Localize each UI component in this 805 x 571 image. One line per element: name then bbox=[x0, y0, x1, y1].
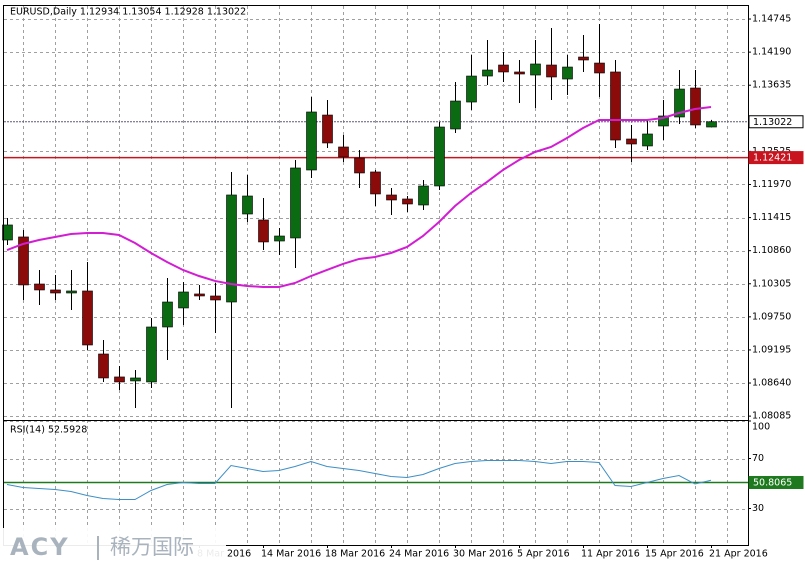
x-tick-label: 18 Mar 2016 bbox=[325, 549, 385, 560]
candle-body bbox=[2, 224, 13, 241]
candle-body bbox=[482, 69, 493, 77]
candle-body bbox=[594, 62, 605, 74]
moving-average bbox=[6, 105, 712, 288]
candle-body bbox=[562, 66, 573, 80]
candle-body bbox=[306, 111, 317, 171]
candle-body bbox=[274, 235, 285, 242]
candle-body bbox=[690, 87, 701, 126]
candle-body bbox=[466, 75, 477, 103]
rsi-title: RSI(14) 52.5928 bbox=[10, 425, 87, 436]
y-tick-label: 30 bbox=[752, 503, 764, 514]
candle-body bbox=[642, 133, 653, 147]
candle-body bbox=[66, 290, 77, 294]
rsi-line bbox=[6, 460, 712, 500]
candle-body bbox=[338, 146, 349, 158]
candle-body bbox=[194, 293, 205, 297]
level-label-box bbox=[748, 115, 804, 129]
candle-body bbox=[162, 301, 173, 328]
candle-body bbox=[34, 283, 45, 291]
x-tick-label: 24 Mar 2016 bbox=[389, 549, 449, 560]
y-tick-label: 1.11415 bbox=[752, 212, 791, 223]
y-tick-label: 1.08085 bbox=[752, 411, 791, 422]
y-tick-label: 1.08640 bbox=[752, 378, 791, 389]
candle-body bbox=[386, 194, 397, 201]
x-tick-label: 14 Mar 2016 bbox=[261, 549, 321, 560]
y-tick-label: 100 bbox=[752, 422, 770, 433]
candle-body bbox=[50, 289, 61, 294]
candle-body bbox=[578, 56, 589, 61]
candle-body bbox=[370, 171, 381, 195]
x-tick-label: 21 Apr 2016 bbox=[709, 549, 768, 560]
y-tick-label: 70 bbox=[752, 453, 764, 464]
y-tick-label: 1.14745 bbox=[752, 14, 791, 25]
y-tick-label: 1.09195 bbox=[752, 344, 791, 355]
watermark-brand: ACY bbox=[10, 533, 70, 561]
candle-body bbox=[546, 64, 557, 78]
x-tick-label: 5 Apr 2016 bbox=[517, 549, 570, 560]
x-tick-label: 30 Mar 2016 bbox=[453, 549, 513, 560]
watermark: ACY 稀万国际 bbox=[0, 528, 226, 571]
marks-layer bbox=[2, 23, 748, 500]
y-tick-label: 1.14190 bbox=[752, 47, 791, 58]
candle-body bbox=[130, 377, 141, 382]
y-tick-label: 1.09750 bbox=[752, 311, 791, 322]
watermark-name: 稀万国际 bbox=[110, 535, 194, 559]
candle-body bbox=[434, 126, 445, 187]
candle-body bbox=[354, 157, 365, 174]
frame bbox=[3, 5, 749, 546]
candle-body bbox=[322, 114, 333, 144]
candle-body bbox=[242, 195, 253, 215]
candle-body bbox=[514, 71, 525, 75]
watermark-bg bbox=[0, 528, 226, 571]
candle-body bbox=[402, 198, 413, 205]
y-tick-label: 1.10305 bbox=[752, 278, 791, 289]
candle-body bbox=[178, 291, 189, 309]
candle-body bbox=[706, 121, 717, 128]
y-tick-label: 1.10860 bbox=[752, 245, 791, 256]
y-tick-label: 1.11970 bbox=[752, 179, 791, 190]
candle-body bbox=[146, 326, 157, 383]
candle-body bbox=[210, 295, 221, 301]
candle-body bbox=[626, 138, 637, 145]
candle-body bbox=[498, 64, 509, 73]
candle-body bbox=[290, 167, 301, 239]
level-label-box bbox=[748, 151, 804, 165]
grid-layer bbox=[4, 6, 748, 545]
candle-body bbox=[530, 63, 541, 76]
candle-body bbox=[18, 236, 29, 286]
level-label: 50.8065 bbox=[753, 477, 792, 488]
candle-body bbox=[258, 219, 269, 243]
y-tick-label: 1.13635 bbox=[752, 80, 791, 91]
level-label: 1.13022 bbox=[753, 117, 792, 128]
candle-body bbox=[82, 290, 93, 346]
level-label-box bbox=[748, 475, 804, 489]
candle-body bbox=[418, 185, 429, 206]
candle-body bbox=[450, 100, 461, 130]
candle-body bbox=[610, 71, 621, 141]
candle-body bbox=[114, 376, 125, 383]
candle-body bbox=[226, 194, 237, 303]
x-tick-label: 15 Apr 2016 bbox=[645, 549, 704, 560]
candle-body bbox=[674, 88, 685, 118]
candle-body bbox=[658, 115, 669, 127]
candle-body bbox=[98, 353, 109, 379]
x-tick-label: 11 Apr 2016 bbox=[581, 549, 640, 560]
level-label: 1.12421 bbox=[753, 153, 792, 164]
chart-title: EURUSD,Daily 1.12934 1.13054 1.12928 1.1… bbox=[10, 7, 246, 18]
plot-frame bbox=[3, 5, 749, 546]
